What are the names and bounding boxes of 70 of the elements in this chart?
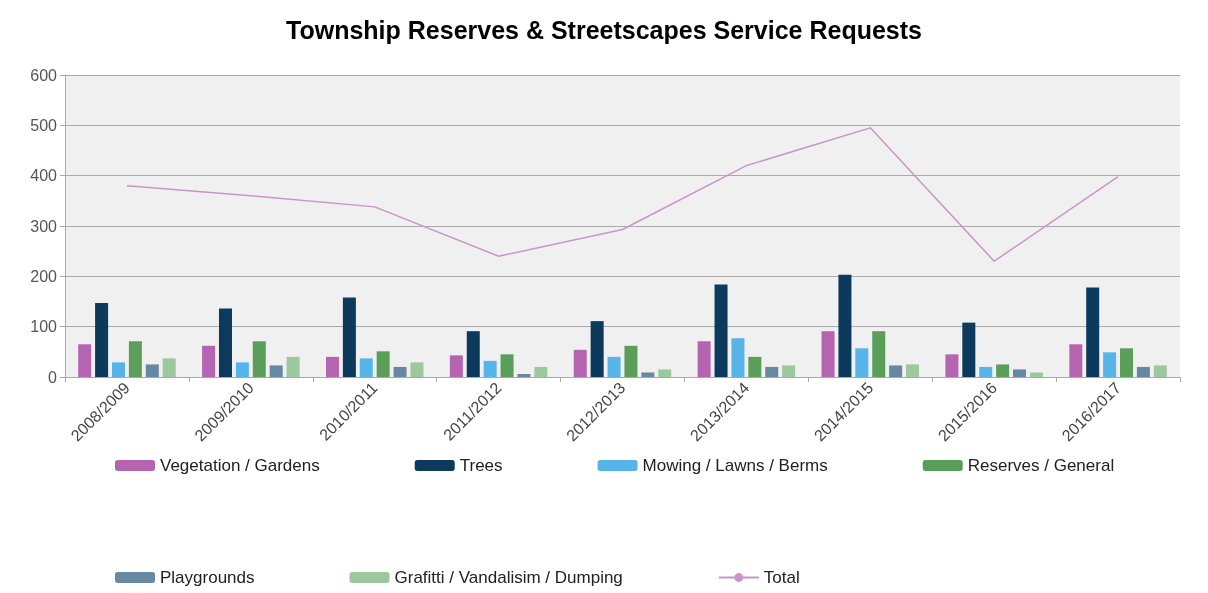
bar — [979, 366, 993, 377]
legend-label: Total — [763, 568, 800, 587]
bar — [748, 356, 762, 377]
bar — [483, 360, 497, 377]
y-tick-label: 100 — [30, 318, 58, 336]
bar — [145, 364, 159, 377]
bar — [376, 351, 390, 377]
bar — [838, 274, 852, 377]
legend-label: Mowing / Lawns / Berms — [642, 456, 828, 475]
y-tick-label: 500 — [30, 116, 58, 134]
bar — [359, 358, 373, 377]
bar — [1120, 348, 1134, 377]
bar — [872, 331, 886, 377]
bar — [658, 369, 672, 377]
bar — [607, 356, 621, 377]
bar — [449, 355, 463, 377]
legend-label: Trees — [459, 456, 503, 475]
bar — [95, 303, 109, 377]
bar — [590, 321, 604, 377]
bar — [218, 308, 232, 377]
bar — [782, 365, 796, 377]
bar — [624, 345, 638, 377]
bar — [697, 341, 711, 377]
bar — [235, 362, 249, 377]
bar — [410, 362, 424, 377]
legend-label: Playgrounds — [160, 568, 255, 587]
bar — [269, 365, 283, 377]
bar — [641, 372, 655, 377]
bar — [466, 331, 480, 377]
bar — [500, 354, 514, 377]
bar — [342, 297, 356, 377]
bar — [765, 366, 779, 377]
chart-title: Township Reserves & Streetscapes Service Requests — [286, 15, 922, 44]
bar — [162, 358, 176, 377]
bar — [1029, 372, 1043, 377]
bar — [252, 341, 266, 377]
bar — [517, 373, 531, 377]
bar — [286, 356, 300, 377]
y-tick-label: 0 — [48, 368, 58, 386]
bar — [1153, 365, 1167, 377]
y-tick-label: 200 — [30, 267, 58, 285]
line-series — [126, 127, 1119, 262]
bar — [1103, 352, 1117, 377]
bar — [906, 364, 920, 377]
y-tick-label: 300 — [30, 217, 58, 235]
y-tick-label: 400 — [30, 167, 58, 185]
bar — [1069, 344, 1083, 377]
bar — [1136, 366, 1150, 377]
bar — [714, 284, 728, 377]
bar — [945, 354, 959, 377]
y-tick-label: 600 — [30, 66, 58, 84]
legend-label: Reserves / General — [967, 456, 1115, 475]
bar — [202, 345, 216, 377]
legend-label: Grafitti / Vandalisim / Dumping — [394, 568, 623, 587]
bar — [393, 366, 407, 377]
bar — [996, 364, 1010, 377]
bar — [1013, 369, 1027, 377]
bar — [855, 348, 869, 377]
bar — [128, 341, 142, 377]
legend-label: Vegetation / Gardens — [160, 456, 320, 475]
bar — [731, 338, 745, 377]
bar — [534, 366, 548, 377]
bar — [1086, 287, 1100, 377]
bar — [78, 344, 92, 377]
bar — [821, 331, 835, 377]
bar — [111, 362, 125, 377]
bar — [325, 356, 339, 377]
bar — [889, 365, 903, 377]
bar — [962, 322, 976, 377]
bar — [573, 349, 587, 377]
